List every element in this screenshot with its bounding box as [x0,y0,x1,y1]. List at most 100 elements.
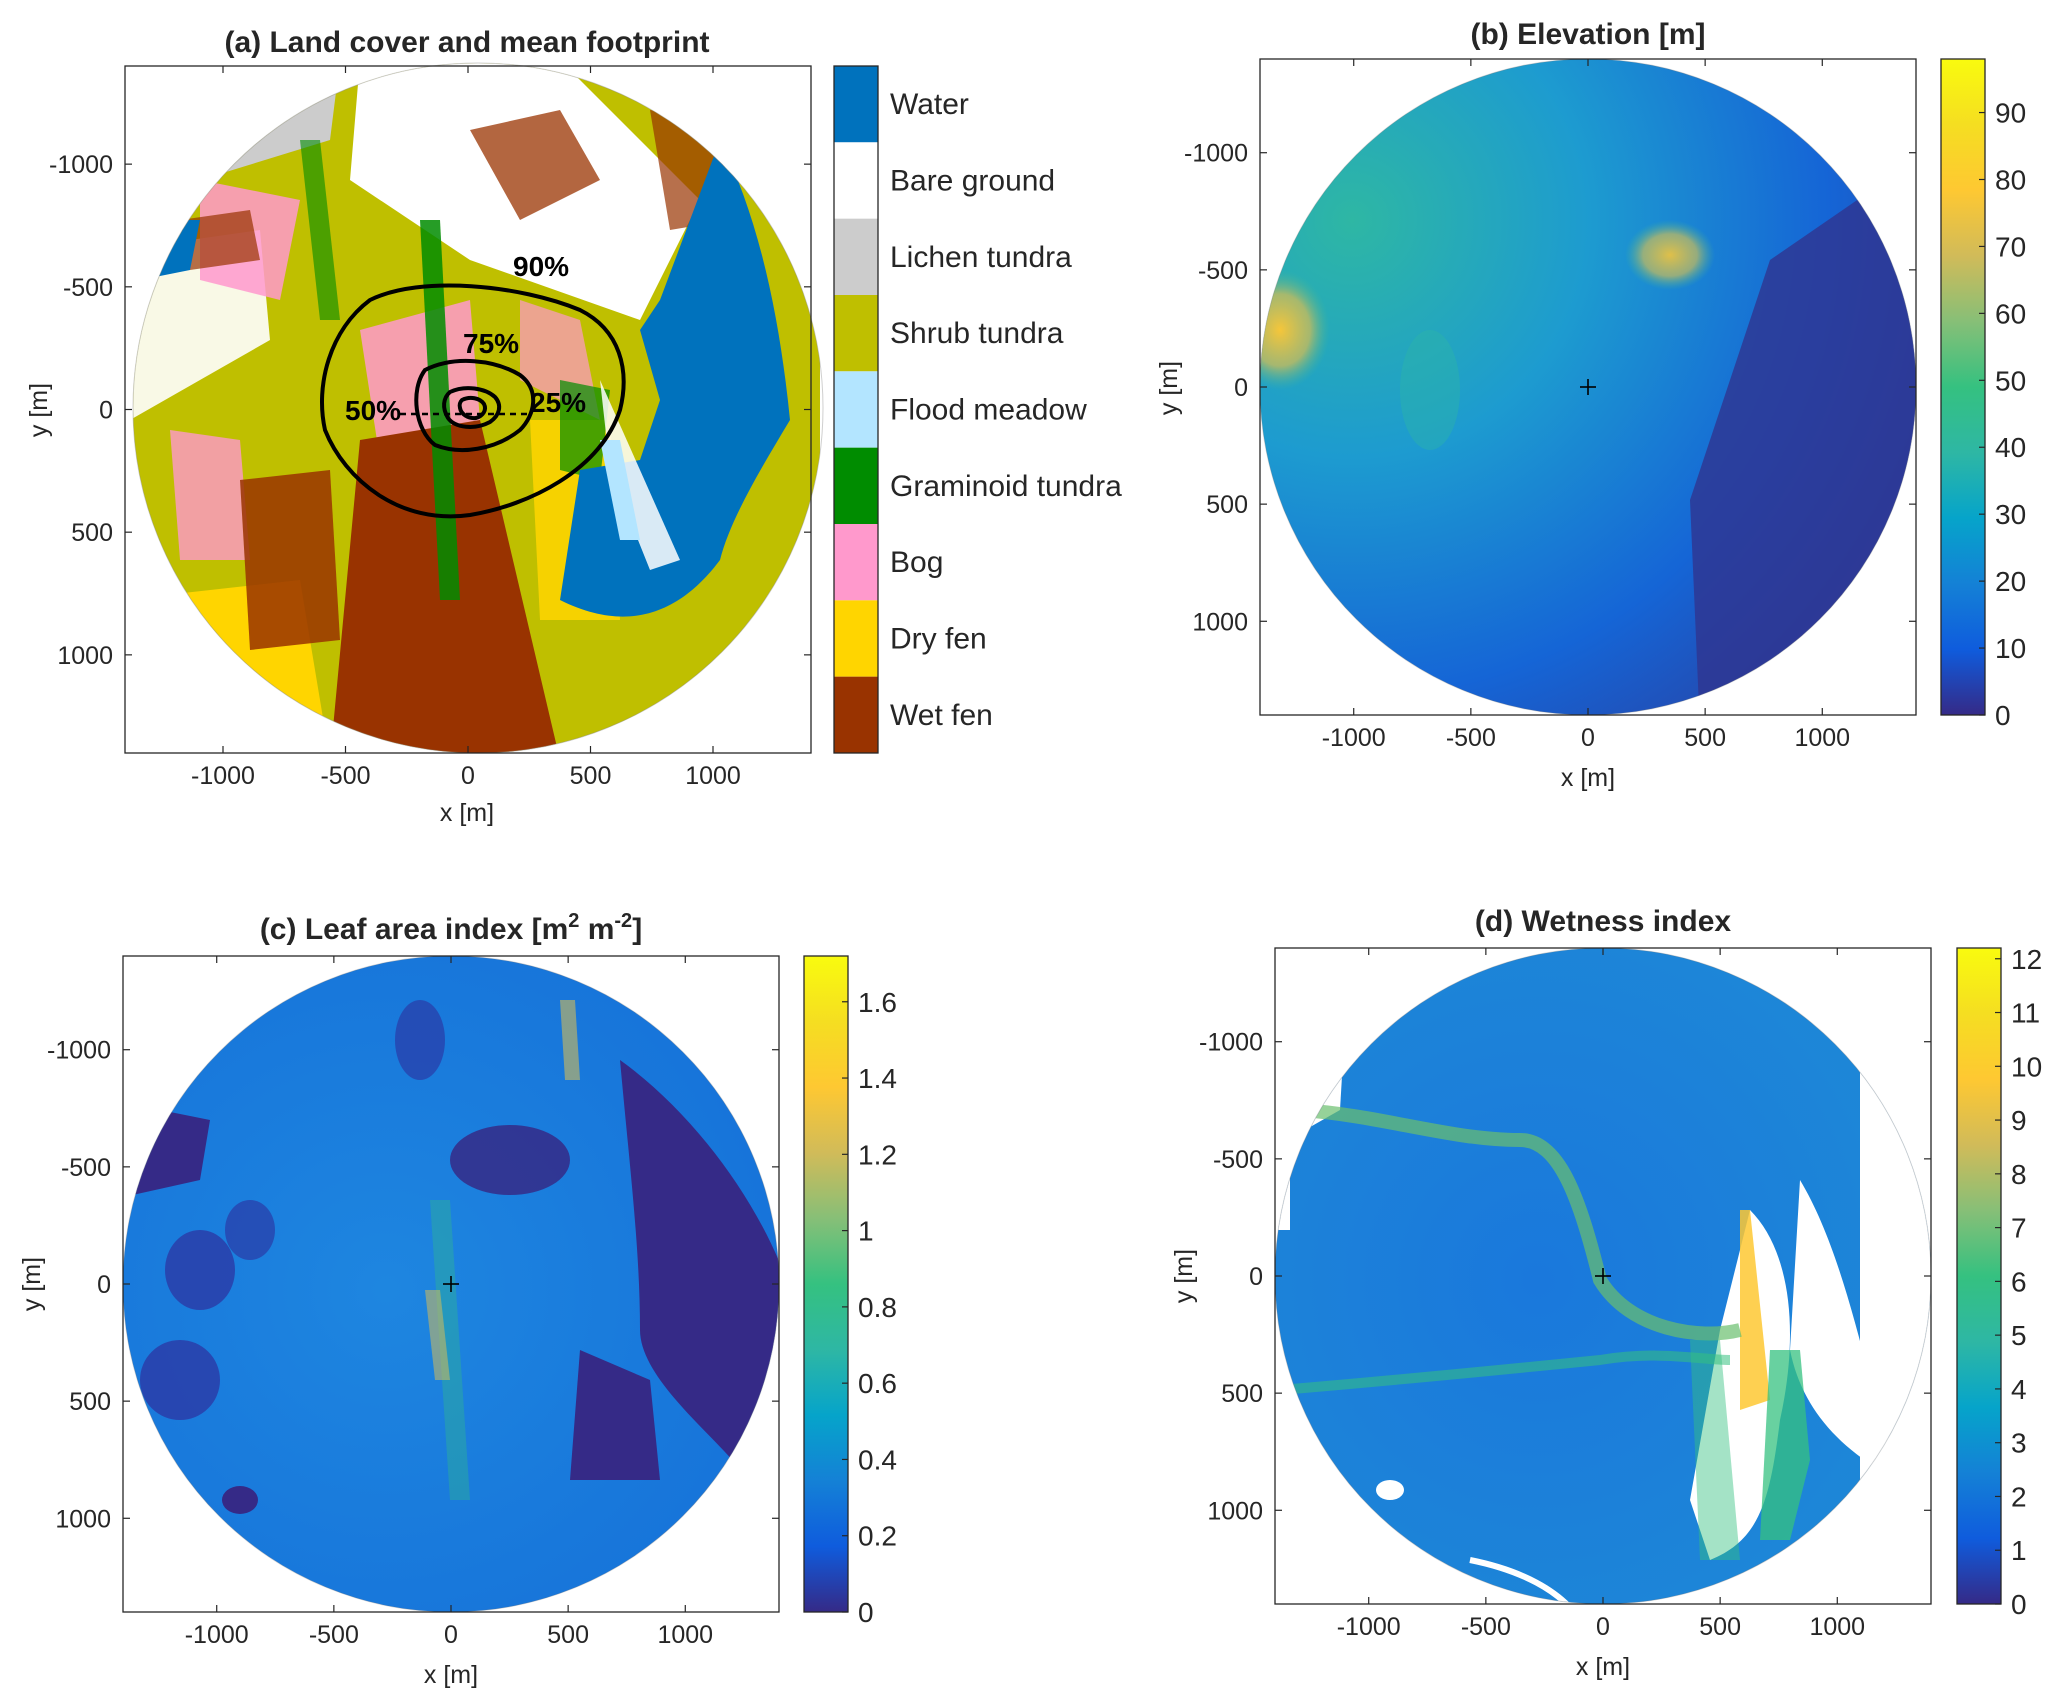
legend-swatch [834,447,878,524]
x-tick-label: 500 [547,1621,589,1649]
colorbar-tick-label: 80 [1995,164,2026,195]
panel-b-elevation: (b) Elevation [m] -1000 -500 0 500 1000-1000… [1155,18,2026,792]
legend-frame [833,65,879,754]
colorbar-tick-label: 2 [2011,1481,2027,1512]
colorbar-tick-label: 12 [2011,944,2042,975]
x-tick-label: 500 [1684,724,1726,752]
colorbar-tick-label: 50 [1995,365,2026,396]
colorbar-tick-label: 1.2 [858,1139,897,1170]
colorbar-tick-label: 6 [2011,1266,2027,1297]
legend-label: Bog [890,546,943,579]
lai-map [123,956,779,1612]
x-tick-label: 1000 [685,762,741,790]
colorbar-tick-label: 10 [2011,1051,2042,1082]
tower-marker [1595,1268,1611,1284]
colorbar-tick-label: 10 [1995,633,2026,664]
colorbar-tick-label: 1.4 [858,1063,897,1094]
legend-label: Lichen tundra [890,241,1072,274]
panel-d-axes: -1000 -500 0 500 1000 -1000 -500 0 500 1000 [1199,947,1932,1641]
panel-b-ylabel: y [m] [1155,361,1183,415]
y-tick-label: 1000 [1192,608,1248,636]
colorbar-tick-label: 60 [1995,298,2026,329]
land-cover-legend: Water Bare ground Lichen tundra Shrub tundr… [833,65,1122,754]
y-tick-label: 500 [71,519,113,547]
footprint-contours [320,283,626,519]
y-tick-label: 500 [1221,1380,1263,1408]
x-tick-label: 500 [1699,1613,1741,1641]
legend-label: Bare ground [890,165,1055,198]
footprint-label-50: 50% [345,395,401,426]
panel-a-ylabel: y [m] [25,383,53,437]
colorbar-tick-label: 1 [2011,1535,2027,1566]
colorbar-gradient [804,956,848,1612]
colorbar-tick-label: 8 [2011,1159,2027,1190]
x-tick-label: 1000 [1809,1613,1865,1641]
colorbar-gradient [1941,59,1985,715]
legend-swatch [834,524,878,601]
panel-a-axes: -1000 -500 0 500 1000 -1000 -500 0 500 1000 [49,65,812,790]
colorbar-tick-label: 5 [2011,1320,2027,1351]
footprint-label-25: 25% [530,387,586,418]
lai-colorbar: 0 0.2 0.4 0.6 0.8 1 1.2 1.4 1.6 [803,955,897,1628]
footprint-label-90: 90% [513,251,569,282]
colorbar-tick-label: 0.6 [858,1368,897,1399]
legend-swatch [834,371,878,448]
colorbar-gradient [1957,948,2001,1604]
colorbar-tick-label: 0.4 [858,1444,897,1475]
panel-a-land-cover: (a) Land cover and mean footprint [25,26,1122,827]
x-tick-label: -1000 [1322,724,1386,752]
x-tick-label: -500 [309,1621,359,1649]
x-tick-label: -500 [1461,1613,1511,1641]
legend-swatch [834,142,878,219]
x-tick-label: -1000 [191,762,255,790]
y-tick-label: -1000 [1199,1029,1263,1057]
colorbar-tick-label: 9 [2011,1105,2027,1136]
land-cover-map [133,63,820,753]
panel-b-title: (b) Elevation [m] [1470,18,1705,51]
panel-b-axes: -1000 -500 0 500 1000 -1000 -500 0 500 1000 [1184,58,1917,752]
tower-marker [443,1276,459,1292]
x-tick-label: 0 [444,1621,458,1649]
colorbar-tick-label: 0.8 [858,1292,897,1323]
x-tick-label: 0 [461,762,475,790]
colorbar-tick-label: 11 [2011,998,2040,1029]
panel-d-title: (d) Wetness index [1475,905,1731,938]
legend-swatch [834,295,878,372]
panel-d-xlabel: x [m] [1576,1653,1630,1681]
colorbar-frame [1956,947,2002,1605]
panel-b-xlabel: x [m] [1561,764,1615,792]
y-tick-label: 500 [1206,491,1248,519]
colorbar-tick-label: 90 [1995,98,2026,129]
y-tick-label: -500 [1213,1146,1263,1174]
x-tick-label: -1000 [1337,1613,1401,1641]
y-tick-label: 500 [69,1388,111,1416]
y-tick-label: -500 [61,1154,111,1182]
legend-label: Wet fen [890,699,993,732]
y-tick-label: -1000 [47,1037,111,1065]
colorbar-tick-label: 40 [1995,432,2026,463]
colorbar-tick-label: 7 [2011,1213,2027,1244]
legend-label: Shrub tundra [890,317,1064,350]
panel-a-title: (a) Land cover and mean footprint [224,26,709,59]
x-tick-label: -1000 [185,1621,249,1649]
x-tick-label: -500 [320,762,370,790]
elevation-map [1260,59,1916,715]
tower-marker [1580,379,1596,395]
x-tick-label: 0 [1581,724,1595,752]
panel-d-ylabel: y [m] [1170,1249,1198,1303]
y-tick-label: -1000 [49,151,113,179]
colorbar-tick-label: 70 [1995,231,2026,262]
legend-swatch [834,600,878,677]
panel-c-leaf-area-index: (c) Leaf area index [m2 m-2] -1000 -500 0 5… [18,910,897,1689]
panel-d-wetness-index: (d) Wetness index -1000 -500 0 500 1000-1000… [1170,905,2042,1681]
y-tick-label: -1000 [1184,140,1248,168]
wetness-map [1275,948,1931,1604]
y-tick-label: 1000 [57,642,113,670]
y-tick-label: 0 [97,1271,111,1299]
y-tick-label: 1000 [55,1505,111,1533]
colorbar-tick-label: 0 [1995,700,2011,731]
legend-label: Flood meadow [890,394,1087,427]
colorbar-tick-label: 20 [1995,566,2026,597]
